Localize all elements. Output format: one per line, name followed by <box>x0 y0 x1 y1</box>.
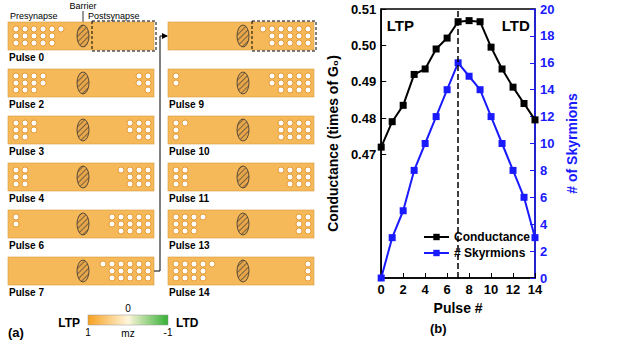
svg-text:10: 10 <box>484 282 498 297</box>
svg-text:LTP: LTP <box>58 316 80 330</box>
svg-text:Conductance: Conductance <box>454 230 530 244</box>
svg-text:(b): (b) <box>430 321 447 336</box>
svg-text:0: 0 <box>540 270 548 286</box>
svg-text:-1: -1 <box>164 327 173 338</box>
svg-text:8: 8 <box>465 282 472 297</box>
svg-text:6: 6 <box>540 190 547 205</box>
svg-text:2: 2 <box>400 282 407 297</box>
svg-text:0.49: 0.49 <box>351 74 376 89</box>
svg-text:8: 8 <box>540 163 547 178</box>
svg-text:Pulse 9: Pulse 9 <box>169 99 204 110</box>
svg-text:Pulse 14: Pulse 14 <box>169 287 210 298</box>
svg-text:mz: mz <box>121 328 134 339</box>
svg-text:0.51: 0.51 <box>351 2 376 17</box>
svg-text:LTD: LTD <box>502 17 530 34</box>
svg-text:14: 14 <box>528 282 543 297</box>
svg-text:Conductance (times of G₀): Conductance (times of G₀) <box>325 55 341 232</box>
svg-text:Pulse 13: Pulse 13 <box>169 240 210 251</box>
svg-text:10: 10 <box>540 136 554 151</box>
svg-text:Presynapse: Presynapse <box>10 11 58 21</box>
svg-text:Pulse 6: Pulse 6 <box>9 240 44 251</box>
svg-text:1: 1 <box>85 327 91 338</box>
svg-text:# Skyrmions: # Skyrmions <box>454 246 526 260</box>
svg-text:Pulse 2: Pulse 2 <box>9 99 44 110</box>
svg-text:0: 0 <box>378 282 385 297</box>
svg-text:(a): (a) <box>8 325 24 340</box>
svg-text:Pulse 0: Pulse 0 <box>9 52 44 63</box>
svg-text:4: 4 <box>540 217 548 232</box>
svg-text:LTD: LTD <box>176 316 199 330</box>
svg-text:4: 4 <box>422 282 430 297</box>
svg-text:0: 0 <box>125 303 131 314</box>
svg-text:Pulse 11: Pulse 11 <box>169 193 209 204</box>
svg-text:18: 18 <box>540 28 554 43</box>
svg-text:Postsynapse: Postsynapse <box>88 11 140 21</box>
svg-text:Pulse 10: Pulse 10 <box>169 146 210 157</box>
svg-text:# of Skyrmions: # of Skyrmions <box>564 93 580 194</box>
svg-text:LTP: LTP <box>387 17 414 34</box>
svg-text:12: 12 <box>540 109 554 124</box>
svg-text:0.50: 0.50 <box>351 38 376 53</box>
svg-text:0.47: 0.47 <box>351 147 376 162</box>
svg-text:20: 20 <box>540 2 554 17</box>
svg-text:6: 6 <box>443 282 450 297</box>
svg-text:2: 2 <box>540 244 547 259</box>
svg-text:Pulse 4: Pulse 4 <box>9 193 44 204</box>
svg-text:16: 16 <box>540 55 554 70</box>
svg-text:12: 12 <box>506 282 520 297</box>
svg-text:Pulse 3: Pulse 3 <box>9 146 44 157</box>
svg-text:Pulse #: Pulse # <box>434 300 483 316</box>
svg-text:14: 14 <box>540 82 555 97</box>
svg-text:0.48: 0.48 <box>351 111 376 126</box>
svg-text:Pulse 7: Pulse 7 <box>9 287 44 298</box>
svg-text:Barrier: Barrier <box>69 1 96 11</box>
